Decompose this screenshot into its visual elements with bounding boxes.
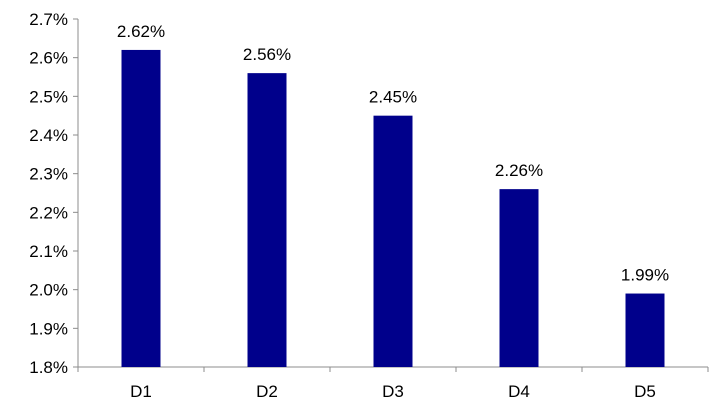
x-category-label: D2 bbox=[256, 382, 278, 401]
y-tick-label: 2.6% bbox=[29, 49, 68, 68]
y-axis: 1.8% 1.9% 2.0% 2.1% 2.2% 2.3% 2.4% 2.5% 2.6% 2.7% bbox=[29, 10, 79, 377]
x-category-label: D4 bbox=[508, 382, 530, 401]
y-tick-label: 2.2% bbox=[29, 203, 68, 222]
x-axis: D1 D2 D3 D4 D5 bbox=[77, 366, 709, 401]
x-category-label: D3 bbox=[382, 382, 404, 401]
data-label-d3: 2.45% bbox=[369, 88, 417, 107]
y-tick-label: 2.3% bbox=[29, 165, 68, 184]
y-tick-label: 2.5% bbox=[29, 87, 68, 106]
data-label-d1: 2.62% bbox=[117, 22, 165, 41]
data-label-d4: 2.26% bbox=[495, 161, 543, 180]
x-category-label: D1 bbox=[130, 382, 152, 401]
bars bbox=[121, 49, 665, 368]
y-tick-label: 1.9% bbox=[29, 319, 68, 338]
bar-d3 bbox=[373, 115, 413, 368]
data-labels: 2.62% 2.56% 2.45% 2.26% 1.99% bbox=[117, 22, 669, 285]
bar-d5 bbox=[625, 293, 665, 367]
data-label-d2: 2.56% bbox=[243, 45, 291, 64]
y-tick-label: 1.8% bbox=[29, 358, 68, 377]
x-category-label: D5 bbox=[634, 382, 656, 401]
bar-d4 bbox=[499, 189, 539, 367]
y-tick-label: 2.4% bbox=[29, 126, 68, 145]
bar-d2 bbox=[247, 73, 287, 367]
y-tick-label: 2.0% bbox=[29, 281, 68, 300]
bar-d1 bbox=[121, 49, 161, 367]
data-label-d5: 1.99% bbox=[621, 266, 669, 285]
y-tick-label: 2.1% bbox=[29, 242, 68, 261]
y-tick-label: 2.7% bbox=[29, 10, 68, 29]
